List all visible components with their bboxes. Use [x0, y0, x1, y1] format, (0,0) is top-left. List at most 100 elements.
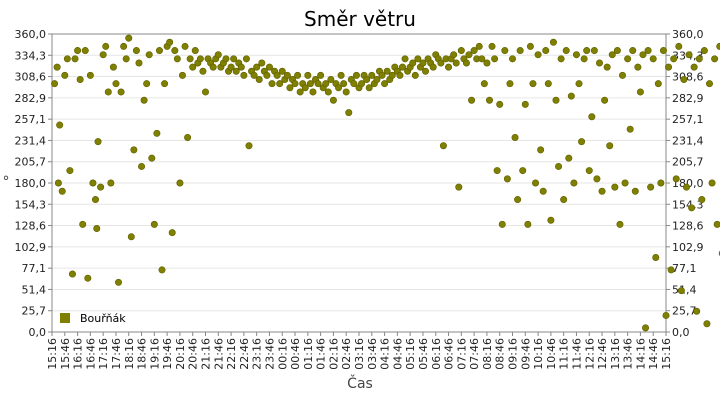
data-point [475, 42, 483, 50]
data-point [462, 59, 470, 67]
data-point [557, 55, 565, 63]
data-point [143, 80, 151, 88]
data-point [493, 167, 501, 175]
data-point [455, 183, 463, 191]
x-tick-label: 15:46 [59, 338, 72, 370]
data-point [127, 233, 135, 241]
x-tick-label: 05:16 [404, 338, 417, 370]
y-tick-label: 180,0 [672, 177, 704, 190]
data-point [276, 80, 284, 88]
data-point [698, 196, 706, 204]
x-tick-label: 06:16 [430, 338, 443, 370]
data-point [184, 133, 192, 141]
data-point [672, 175, 680, 183]
data-point [173, 55, 181, 63]
data-point [150, 220, 158, 228]
data-point [437, 59, 445, 67]
data-point [81, 47, 89, 55]
x-tick-label: 02:46 [340, 338, 353, 370]
data-point [265, 63, 273, 71]
data-point [230, 55, 238, 63]
data-point [56, 121, 64, 129]
y-tick-label: 0,0 [29, 326, 47, 339]
data-point [358, 80, 366, 88]
data-point [368, 71, 376, 79]
data-point [273, 71, 281, 79]
x-tick-label: 21:16 [200, 338, 213, 370]
x-tick-label: 00:16 [276, 338, 289, 370]
x-tick-label: 04:46 [391, 338, 404, 370]
data-point [255, 76, 263, 84]
x-tick-label: 06:46 [443, 338, 456, 370]
legend-swatch [60, 313, 70, 323]
data-point [278, 67, 286, 75]
data-point [378, 71, 386, 79]
data-point [155, 47, 163, 55]
data-point [526, 42, 534, 50]
data-point [132, 47, 140, 55]
x-tick-label: 23:46 [263, 338, 276, 370]
data-point [86, 71, 94, 79]
data-point [191, 47, 199, 55]
data-point [516, 47, 524, 55]
data-point [631, 187, 639, 195]
data-point [422, 67, 430, 75]
data-point [327, 76, 335, 84]
data-point [102, 42, 110, 50]
legend-label: Bouřňák [80, 312, 126, 325]
chart-title: Směr větru [304, 7, 416, 31]
data-point [457, 47, 465, 55]
x-axis-label: Čas [347, 374, 373, 392]
data-point [575, 80, 583, 88]
data-point [373, 76, 381, 84]
y-tick-label: 77,1 [672, 262, 697, 275]
data-point [171, 47, 179, 55]
data-point [94, 138, 102, 146]
x-axis-ticks: 15:16 15:46 16:16 16:46 17:16 17:46 18:16 18:46… [46, 332, 673, 370]
data-point [345, 109, 353, 117]
data-point [549, 38, 557, 46]
x-tick-label: 15:16 [660, 338, 673, 370]
data-point [63, 55, 71, 63]
data-point [186, 55, 194, 63]
x-tick-label: 18:46 [136, 338, 149, 370]
data-point [465, 51, 473, 59]
data-point [588, 113, 596, 121]
data-point [565, 154, 573, 162]
data-point [135, 59, 143, 67]
x-tick-label: 15:16 [46, 338, 59, 370]
data-point [647, 183, 655, 191]
data-point [470, 47, 478, 55]
data-point [524, 220, 532, 228]
data-point [122, 55, 130, 63]
y-tick-label: 231,4 [672, 134, 704, 147]
data-point [240, 71, 248, 79]
data-point [488, 42, 496, 50]
data-point [519, 167, 527, 175]
data-point [508, 55, 516, 63]
data-point [619, 71, 627, 79]
x-tick-label: 10:16 [532, 338, 545, 370]
x-tick-label: 16:46 [84, 338, 97, 370]
data-point [485, 96, 493, 104]
x-tick-label: 22:46 [238, 338, 251, 370]
data-point [68, 270, 76, 278]
data-point [304, 71, 312, 79]
data-point [411, 71, 419, 79]
data-point [603, 63, 611, 71]
data-point [657, 179, 665, 187]
data-point [258, 59, 266, 67]
data-point [329, 96, 337, 104]
data-point [342, 88, 350, 96]
x-tick-label: 02:16 [327, 338, 340, 370]
data-point [716, 42, 720, 50]
data-point [567, 92, 575, 100]
y-tick-label: 51,4 [22, 283, 47, 296]
x-tick-label: 20:16 [174, 338, 187, 370]
data-point [250, 71, 258, 79]
data-point [532, 179, 540, 187]
data-point [398, 63, 406, 71]
data-point [659, 47, 667, 55]
y-tick-label: 282,9 [15, 92, 47, 105]
